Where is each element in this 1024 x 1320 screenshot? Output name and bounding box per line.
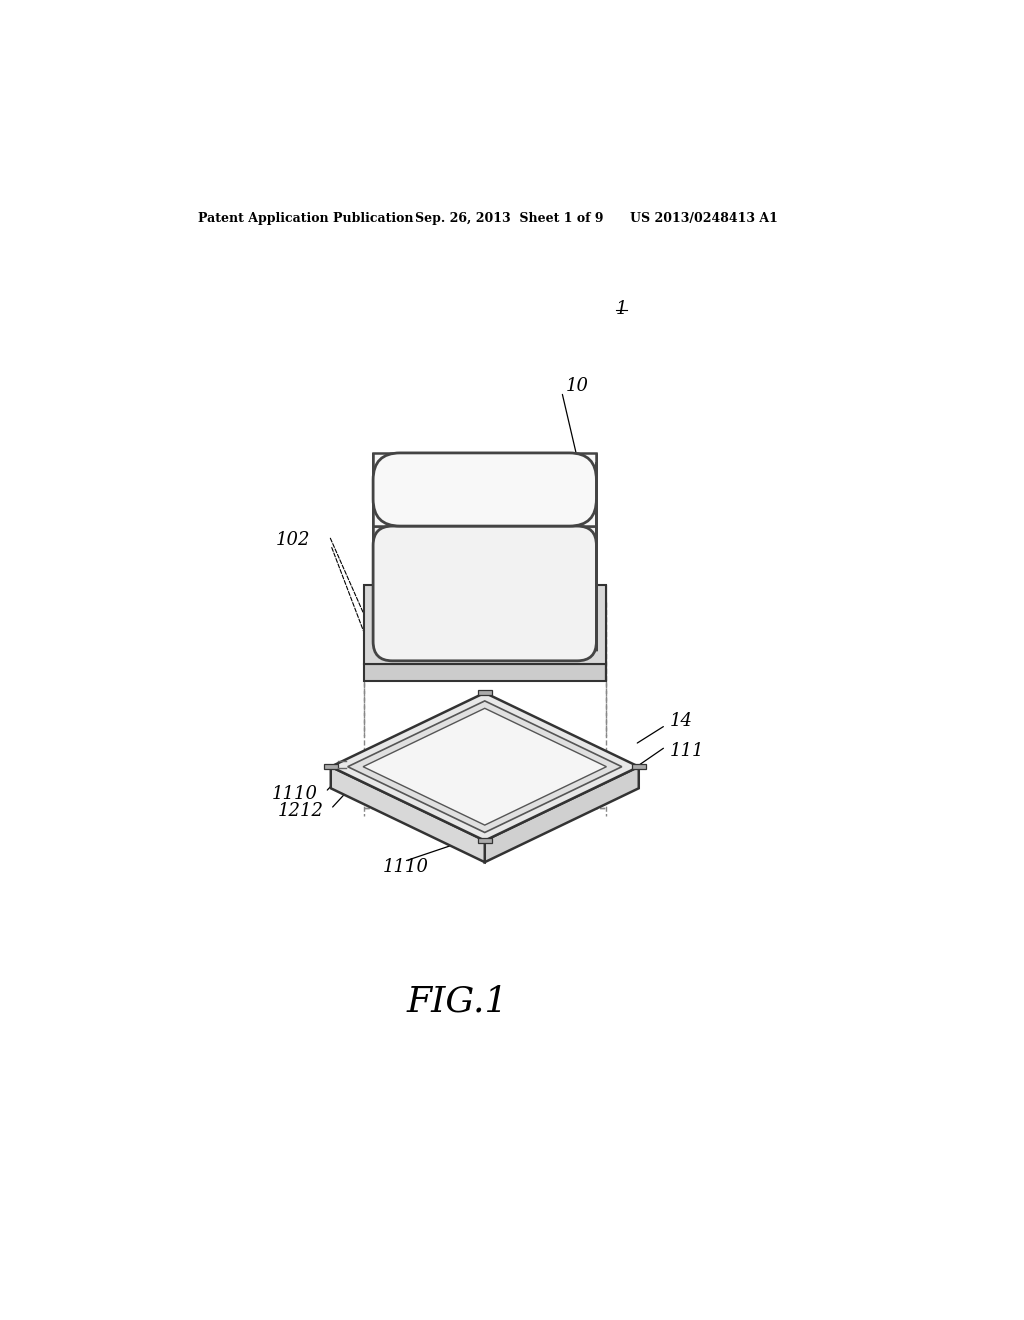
- Text: 1: 1: [615, 300, 627, 318]
- Polygon shape: [348, 701, 622, 833]
- PathPatch shape: [373, 453, 596, 527]
- Text: 14: 14: [670, 711, 692, 730]
- Text: US 2013/0248413 A1: US 2013/0248413 A1: [630, 213, 777, 224]
- Polygon shape: [478, 838, 492, 843]
- Polygon shape: [331, 693, 639, 841]
- PathPatch shape: [373, 527, 596, 661]
- Text: 102: 102: [275, 531, 310, 549]
- Polygon shape: [373, 527, 596, 661]
- Polygon shape: [331, 767, 484, 862]
- Text: 10: 10: [565, 376, 589, 395]
- Polygon shape: [324, 764, 338, 770]
- Text: FIG.1: FIG.1: [407, 985, 508, 1019]
- Text: Patent Application Publication: Patent Application Publication: [199, 213, 414, 224]
- Polygon shape: [632, 764, 646, 770]
- Polygon shape: [364, 664, 605, 681]
- Text: 111: 111: [670, 742, 705, 760]
- Text: Sep. 26, 2013  Sheet 1 of 9: Sep. 26, 2013 Sheet 1 of 9: [416, 213, 604, 224]
- Text: 1212: 1212: [278, 803, 324, 820]
- Text: 1110: 1110: [271, 784, 317, 803]
- Polygon shape: [373, 453, 596, 527]
- Polygon shape: [364, 709, 606, 825]
- Text: 1110: 1110: [383, 858, 429, 875]
- Polygon shape: [484, 767, 639, 862]
- Polygon shape: [478, 690, 492, 696]
- Polygon shape: [364, 585, 605, 664]
